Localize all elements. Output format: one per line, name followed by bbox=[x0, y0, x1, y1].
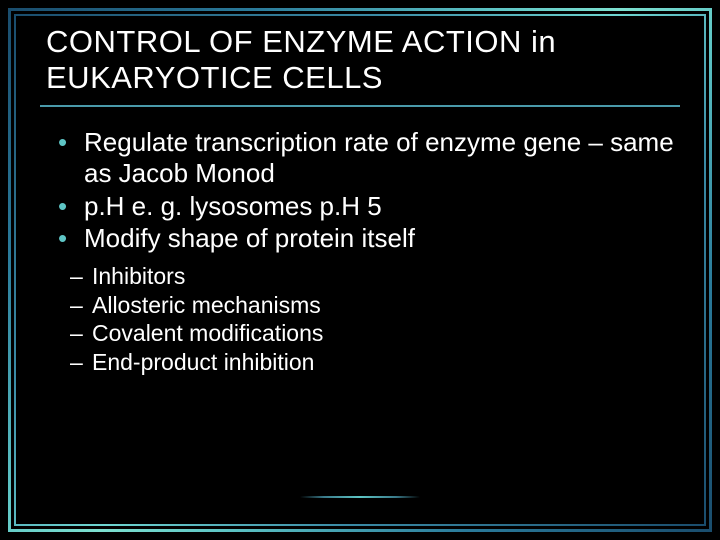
bullet-item: Modify shape of protein itself bbox=[58, 223, 680, 254]
bullet-list: Regulate transcription rate of enzyme ge… bbox=[40, 127, 680, 254]
slide-title: CONTROL OF ENZYME ACTION in EUKARYOTICE … bbox=[40, 24, 680, 107]
bullet-item: Regulate transcription rate of enzyme ge… bbox=[58, 127, 680, 188]
sub-bullet-item: Allosteric mechanisms bbox=[70, 291, 680, 320]
slide-content: CONTROL OF ENZYME ACTION in EUKARYOTICE … bbox=[40, 20, 680, 520]
slide: CONTROL OF ENZYME ACTION in EUKARYOTICE … bbox=[0, 0, 720, 540]
bullet-item: p.H e. g. lysosomes p.H 5 bbox=[58, 191, 680, 222]
sub-bullet-item: End-product inhibition bbox=[70, 348, 680, 377]
bottom-accent-line bbox=[300, 496, 420, 498]
sub-bullet-list: Inhibitors Allosteric mechanisms Covalen… bbox=[40, 262, 680, 377]
sub-bullet-item: Covalent modifications bbox=[70, 319, 680, 348]
sub-bullet-item: Inhibitors bbox=[70, 262, 680, 291]
